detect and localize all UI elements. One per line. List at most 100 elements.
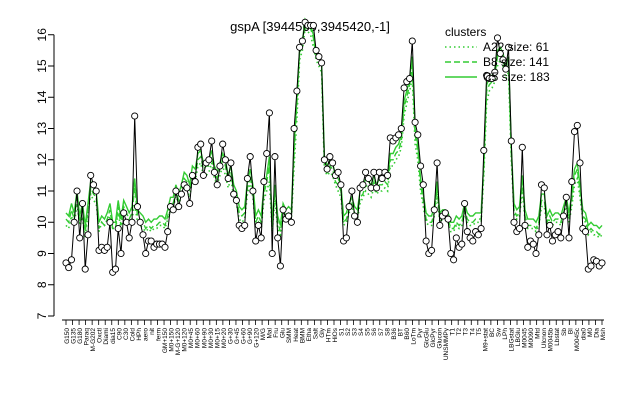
- data-point: [136, 218, 144, 226]
- data-point: [342, 234, 350, 242]
- legend-title: clusters: [445, 25, 486, 39]
- data-point: [384, 171, 392, 179]
- data-point: [147, 237, 155, 245]
- data-point: [227, 159, 235, 167]
- data-point: [535, 231, 543, 239]
- data-point: [477, 224, 485, 233]
- x-tick-label: M0+120: [182, 328, 189, 352]
- data-point: [164, 228, 172, 236]
- y-tick-label: 15: [35, 59, 49, 73]
- data-point: [373, 184, 381, 192]
- data-point: [504, 43, 513, 51]
- data-point: [529, 240, 537, 248]
- x-tick-label: Ulcnon: [541, 328, 548, 349]
- data-point: [142, 249, 150, 258]
- x-tick-label: Lbstat: [554, 328, 561, 346]
- data-point: [441, 209, 449, 217]
- x-tick-label: Diami: [103, 328, 110, 345]
- data-point: [320, 156, 328, 164]
- legend-entry: B8 size: 141: [483, 55, 549, 69]
- data-point: [298, 37, 306, 45]
- data-point: [197, 140, 205, 148]
- x-tick-label: S2: [345, 328, 352, 336]
- x-tick-label: S5: [365, 328, 372, 336]
- y-tick-label: 9: [35, 250, 49, 257]
- x-tick-label: Heat: [293, 328, 300, 342]
- x-tick-label: Dia: [593, 328, 600, 338]
- data-point: [444, 215, 452, 223]
- data-point: [252, 237, 260, 245]
- data-point: [587, 262, 595, 270]
- data-point: [221, 156, 229, 164]
- data-point: [243, 174, 251, 183]
- data-point: [65, 264, 73, 272]
- x-tick-label: Oxctl: [97, 327, 104, 342]
- x-tick-label: M0+20: [221, 328, 228, 348]
- x-tick-label: BT: [397, 328, 404, 336]
- data-point: [188, 171, 196, 179]
- x-tick-label: M0045: [522, 328, 529, 348]
- data-point: [414, 131, 422, 139]
- data-point: [351, 212, 359, 220]
- data-point: [411, 118, 419, 126]
- x-tick-label: M0+15: [214, 328, 221, 348]
- data-point: [518, 143, 526, 151]
- data-point: [315, 53, 323, 61]
- data-point: [362, 168, 370, 176]
- data-point: [406, 74, 414, 83]
- x-tick-label: G180: [77, 328, 84, 344]
- data-point: [598, 259, 606, 267]
- x-tick-label: G+45: [234, 328, 241, 344]
- x-tick-label: G+60: [240, 328, 247, 344]
- data-point: [290, 124, 298, 133]
- x-tick-label: Pyr: [417, 327, 424, 338]
- data-point: [422, 237, 430, 245]
- data-point: [73, 187, 81, 195]
- data-point: [114, 224, 122, 233]
- data-point: [581, 228, 590, 236]
- y-tick-label: 16: [35, 28, 49, 42]
- data-point: [67, 256, 76, 264]
- y-tick-label: 7: [35, 312, 49, 319]
- data-point: [260, 178, 268, 186]
- data-point: [186, 199, 194, 208]
- data-point: [111, 265, 120, 273]
- data-point: [510, 218, 518, 226]
- x-tick-label: T2: [456, 328, 463, 336]
- data-point: [232, 196, 240, 204]
- x-tick-label: T5: [476, 328, 483, 336]
- x-tick-label: Sw: [495, 328, 502, 337]
- data-point: [458, 240, 466, 248]
- data-point: [120, 209, 128, 217]
- data-point: [323, 165, 331, 173]
- x-tick-label: M/G: [260, 328, 267, 340]
- data-point: [521, 221, 529, 229]
- x-tick-label: LBGlu: [515, 328, 522, 346]
- x-tick-label: S8: [384, 328, 391, 336]
- data-point: [543, 231, 551, 239]
- x-tick-label: S1: [339, 328, 346, 336]
- data-point: [125, 234, 133, 242]
- data-point: [532, 249, 540, 258]
- y-tick-label: 13: [35, 122, 49, 136]
- data-point: [562, 193, 570, 201]
- legend-entry: A22 size: 61: [483, 40, 549, 54]
- x-tick-label: nit: [149, 328, 156, 335]
- x-tick-label: BI: [567, 328, 574, 334]
- data-point: [447, 249, 455, 258]
- data-point: [293, 87, 301, 95]
- data-point: [576, 159, 584, 167]
- data-point: [309, 21, 317, 29]
- data-point: [81, 265, 89, 273]
- data-point: [161, 243, 169, 251]
- data-point: [70, 218, 78, 226]
- x-tick-label: M0: [587, 328, 594, 337]
- data-point: [565, 234, 573, 242]
- x-tick-label: C30: [123, 328, 130, 340]
- data-point: [224, 174, 232, 183]
- data-point: [268, 249, 276, 258]
- axes: 7 8 9 10 11 12 13 14 15 16 G150 G135 G180 Paraq M-G202…: [35, 28, 607, 360]
- data-point: [348, 187, 356, 195]
- data-point: [419, 181, 427, 189]
- x-tick-label: M0+45: [188, 328, 195, 348]
